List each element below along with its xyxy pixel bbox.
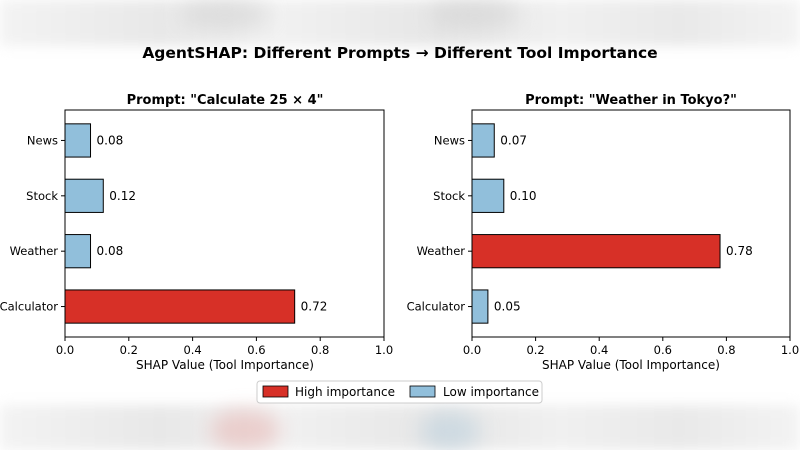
x-tick-label: 0.6 xyxy=(654,343,672,357)
x-tick-label: 0.6 xyxy=(247,343,265,357)
y-tick-label: News xyxy=(27,133,58,147)
chart-left-xlabel: SHAP Value (Tool Importance) xyxy=(136,358,314,372)
bar xyxy=(471,123,495,158)
blurred-shape xyxy=(180,0,270,30)
chart-right-axes-frame xyxy=(471,109,791,338)
blurred-top-band xyxy=(0,0,800,46)
blurred-shape xyxy=(430,0,520,30)
legend-swatch-low xyxy=(409,385,436,398)
chart-left-axes-frame xyxy=(64,109,385,338)
bar xyxy=(64,234,92,269)
legend-frame xyxy=(256,380,543,404)
x-tick-label: 1.0 xyxy=(375,343,393,357)
x-tick-label: 0.4 xyxy=(183,343,201,357)
x-tick-label: 0.2 xyxy=(526,343,544,357)
chart-left-bars xyxy=(64,123,296,324)
bar xyxy=(471,234,721,269)
blurred-bottom-band xyxy=(0,405,800,450)
bar-value-label: 0.78 xyxy=(726,244,753,258)
x-tick-label: 0.2 xyxy=(120,343,138,357)
chart-right-y-ticks: Calculator Weather Stock News xyxy=(407,133,472,314)
y-tick-label: Weather xyxy=(10,244,59,258)
bar-value-label: 0.10 xyxy=(510,189,537,203)
y-tick-label: News xyxy=(434,133,465,147)
x-tick-label: 0.8 xyxy=(311,343,329,357)
y-tick-label: Stock xyxy=(433,189,465,203)
bar-value-label: 0.08 xyxy=(97,244,124,258)
blurred-shape xyxy=(420,412,480,450)
bar-value-label: 0.12 xyxy=(109,189,136,203)
bar-value-label: 0.05 xyxy=(494,300,521,314)
x-tick-label: 0.8 xyxy=(717,343,735,357)
chart-left: Prompt: "Calculate 25 × 4" SHAP Value (T… xyxy=(0,93,393,372)
x-tick-label: 1.0 xyxy=(781,343,799,357)
chart-right-bars xyxy=(471,123,721,324)
y-tick-label: Stock xyxy=(26,189,58,203)
bar xyxy=(471,178,505,213)
bar xyxy=(64,123,92,158)
chart-left-title: Prompt: "Calculate 25 × 4" xyxy=(127,93,324,108)
x-tick-label: 0.0 xyxy=(463,343,481,357)
chart-left-value-labels: 0.72 0.08 0.12 0.08 xyxy=(97,133,328,313)
legend-label-low: Low importance xyxy=(443,385,539,399)
bar-value-label: 0.08 xyxy=(97,133,124,147)
figure-title: AgentSHAP: Different Prompts → Different… xyxy=(142,44,657,62)
bar xyxy=(64,289,296,324)
y-tick-label: Calculator xyxy=(407,300,466,314)
blurred-shape xyxy=(210,410,280,450)
chart-right: Prompt: "Weather in Tokyo?" SHAP Value (… xyxy=(407,93,800,372)
chart-right-title: Prompt: "Weather in Tokyo?" xyxy=(525,93,737,108)
legend-label-high: High importance xyxy=(295,385,395,399)
chart-left-x-ticks: 0.0 0.2 0.4 0.6 0.8 1.0 xyxy=(56,337,393,357)
x-tick-label: 0.4 xyxy=(590,343,608,357)
bar-value-label: 0.07 xyxy=(500,133,527,147)
chart-right-value-labels: 0.05 0.78 0.10 0.07 xyxy=(494,133,753,313)
legend: High importance Low importance xyxy=(256,380,543,404)
chart-right-x-ticks: 0.0 0.2 0.4 0.6 0.8 1.0 xyxy=(463,337,799,357)
bar xyxy=(64,178,104,213)
bar-value-label: 0.72 xyxy=(301,300,328,314)
x-tick-label: 0.0 xyxy=(56,343,74,357)
bar xyxy=(471,289,489,324)
y-tick-label: Calculator xyxy=(0,300,58,314)
chart-left-y-ticks: Calculator Weather Stock News xyxy=(0,133,65,314)
legend-swatch-high xyxy=(262,385,289,398)
chart-right-xlabel: SHAP Value (Tool Importance) xyxy=(542,358,720,372)
y-tick-label: Weather xyxy=(417,244,466,258)
